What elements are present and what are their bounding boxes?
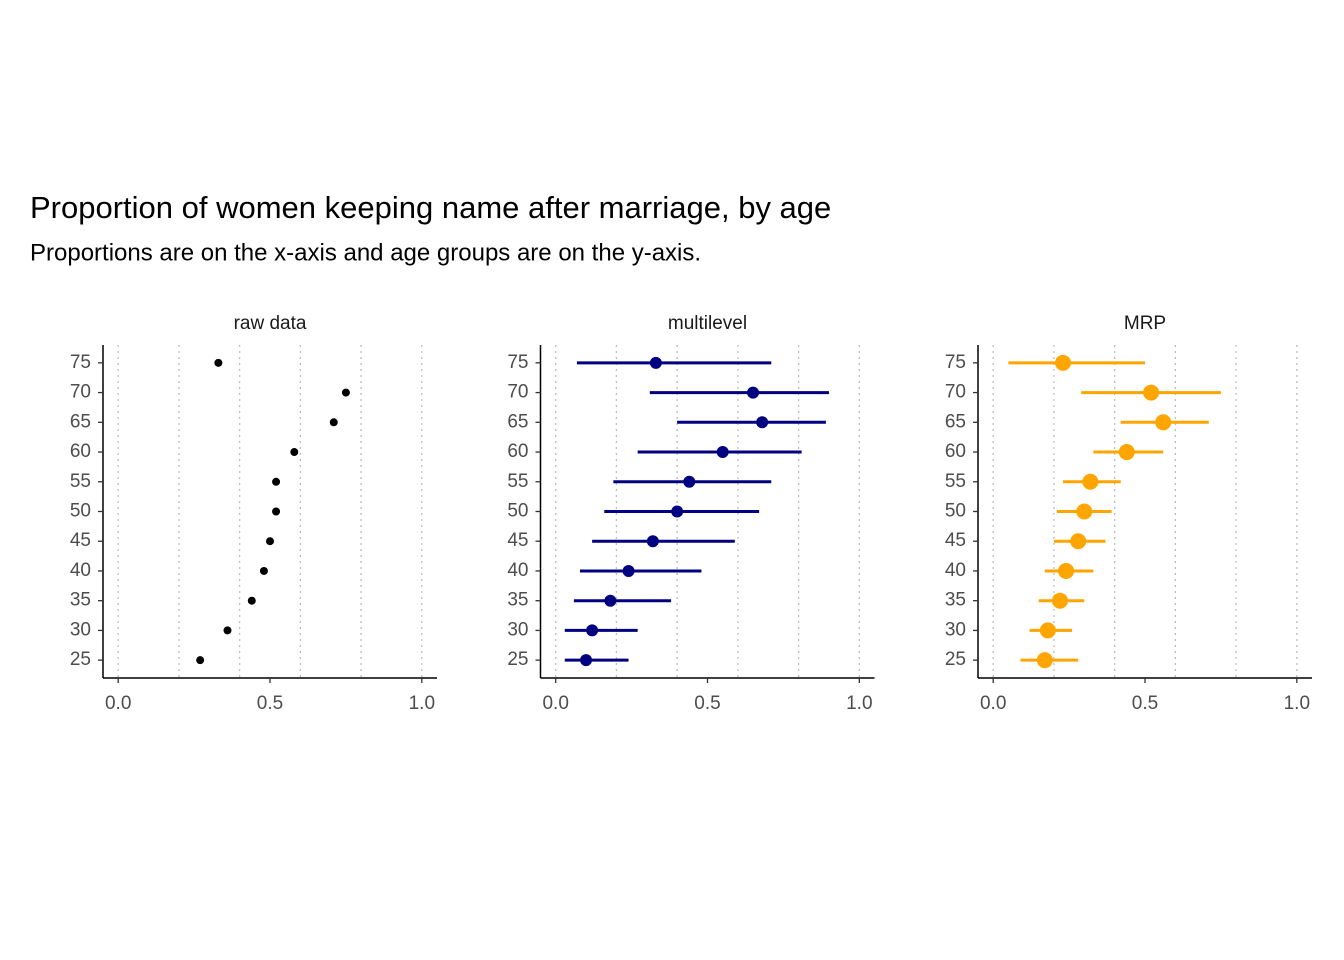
y-tick-label: 75 xyxy=(945,352,966,373)
point xyxy=(329,418,338,427)
point xyxy=(716,446,729,459)
y-tick-label: 50 xyxy=(945,501,966,522)
point xyxy=(580,654,593,667)
x-tick-label: 1.0 xyxy=(409,693,435,714)
y-tick-label: 40 xyxy=(507,560,528,581)
y-tick-label: 65 xyxy=(507,411,528,432)
panel-title: raw data xyxy=(234,313,307,334)
y-tick-label: 50 xyxy=(507,501,528,522)
point xyxy=(272,507,281,516)
point xyxy=(1070,533,1087,550)
x-tick-label: 0.5 xyxy=(1132,693,1158,714)
panel-title: multilevel xyxy=(668,313,747,334)
y-tick-label: 45 xyxy=(507,530,528,551)
y-tick-label: 45 xyxy=(70,530,91,551)
point xyxy=(341,388,350,397)
y-tick-label: 35 xyxy=(507,590,528,611)
point xyxy=(604,594,617,607)
x-tick-label: 0.0 xyxy=(105,693,131,714)
point xyxy=(1118,444,1135,461)
point xyxy=(196,656,205,665)
y-tick-label: 25 xyxy=(945,649,966,670)
y-tick-label: 75 xyxy=(70,352,91,373)
y-tick-label: 30 xyxy=(507,619,528,640)
y-tick-label: 65 xyxy=(945,411,966,432)
point xyxy=(1076,503,1093,520)
point xyxy=(290,448,299,457)
point xyxy=(272,477,281,486)
y-tick-label: 30 xyxy=(70,619,91,640)
chart-title: Proportion of women keeping name after m… xyxy=(30,190,831,225)
point xyxy=(1055,354,1072,371)
y-tick-label: 60 xyxy=(945,441,966,462)
point xyxy=(747,386,760,399)
point xyxy=(586,624,599,637)
point xyxy=(756,416,769,429)
point xyxy=(1143,384,1160,401)
point xyxy=(223,626,232,635)
point xyxy=(649,356,662,369)
y-tick-label: 30 xyxy=(945,619,966,640)
y-tick-label: 65 xyxy=(70,411,91,432)
y-tick-label: 60 xyxy=(70,441,91,462)
point xyxy=(671,505,684,518)
y-tick-label: 55 xyxy=(507,471,528,492)
point xyxy=(259,566,268,575)
point xyxy=(1039,622,1056,639)
point xyxy=(646,535,659,548)
panel-title: MRP xyxy=(1124,313,1166,334)
y-tick-label: 55 xyxy=(70,471,91,492)
y-tick-label: 45 xyxy=(945,530,966,551)
y-tick-label: 60 xyxy=(507,441,528,462)
point xyxy=(1051,592,1068,609)
point xyxy=(1155,414,1172,431)
y-tick-label: 40 xyxy=(70,560,91,581)
point xyxy=(266,537,274,546)
x-tick-label: 0.5 xyxy=(694,693,720,714)
y-tick-label: 40 xyxy=(945,560,966,581)
y-tick-label: 25 xyxy=(70,649,91,670)
y-tick-label: 55 xyxy=(945,471,966,492)
point xyxy=(214,358,223,367)
y-tick-label: 70 xyxy=(507,382,528,403)
x-tick-label: 0.0 xyxy=(980,693,1006,714)
point xyxy=(1036,652,1053,669)
point xyxy=(1082,473,1099,490)
x-tick-label: 1.0 xyxy=(846,693,872,714)
x-tick-label: 0.5 xyxy=(257,693,283,714)
x-tick-label: 0.0 xyxy=(542,693,568,714)
chart-subtitle: Proportions are on the x-axis and age gr… xyxy=(30,239,701,266)
point xyxy=(1058,562,1075,579)
y-tick-label: 35 xyxy=(945,590,966,611)
y-tick-label: 70 xyxy=(945,382,966,403)
point xyxy=(683,475,696,488)
point xyxy=(622,564,635,577)
y-tick-label: 75 xyxy=(507,352,528,373)
x-tick-label: 1.0 xyxy=(1284,693,1310,714)
y-tick-label: 25 xyxy=(507,649,528,670)
y-tick-label: 50 xyxy=(70,501,91,522)
y-tick-label: 35 xyxy=(70,590,91,611)
y-tick-label: 70 xyxy=(70,382,91,403)
point xyxy=(247,596,256,605)
